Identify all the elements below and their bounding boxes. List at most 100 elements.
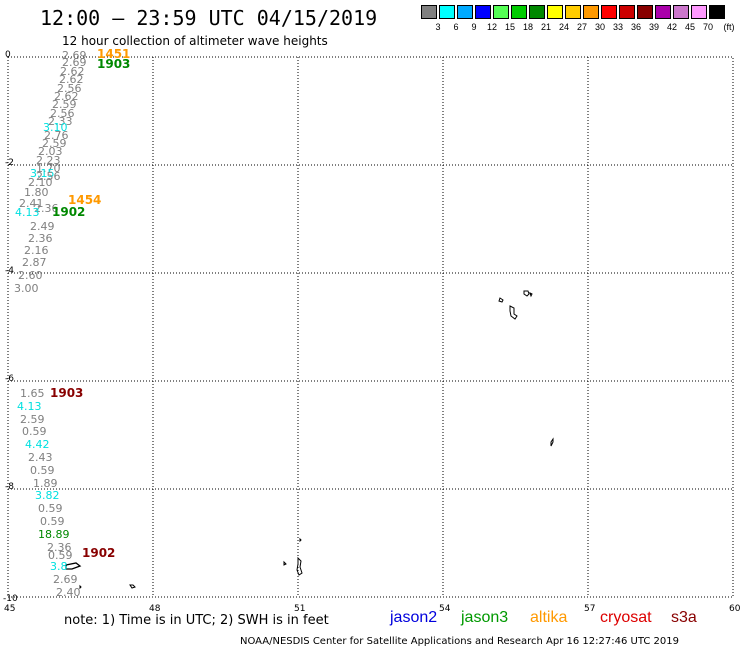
- scale-swatch: [691, 5, 707, 19]
- legend-jason3: jason3: [461, 609, 509, 626]
- y-tick-label: -6: [5, 374, 14, 384]
- wave-height-label: 4.13: [15, 206, 40, 219]
- island-outlines: [65, 290, 554, 590]
- scale-label: 33: [612, 22, 623, 32]
- wave-height-label: 2.62: [54, 90, 79, 103]
- scale-swatch: [601, 5, 617, 19]
- island-outline: [129, 584, 136, 589]
- wave-height-label: 2.87: [22, 256, 47, 269]
- x-tick-label: 57: [584, 604, 595, 614]
- scale-label: 15: [504, 22, 515, 32]
- scale-label: 24: [558, 22, 569, 32]
- wave-height-label: 0.59: [48, 549, 73, 562]
- wave-height-label: 0.59: [40, 515, 65, 528]
- scale-label: 9: [471, 22, 477, 32]
- wave-height-label: 0.59: [22, 425, 47, 438]
- x-tick-label: 45: [4, 604, 15, 614]
- wave-height-label: 4.13: [17, 400, 42, 413]
- wave-height-label: 2.62: [60, 65, 85, 78]
- scale-label: 70: [702, 22, 713, 32]
- footer-note: note: 1) Time is in UTC; 2) SWH is in fe…: [64, 613, 329, 628]
- scale-swatch: [475, 5, 491, 19]
- island-outline: [550, 437, 554, 447]
- wave-height-label: 18.89: [38, 528, 70, 541]
- scale-swatch: [673, 5, 689, 19]
- time-label: 1454: [68, 193, 101, 207]
- wave-height-label: 2.69: [53, 573, 78, 586]
- scale-label: 36: [630, 22, 641, 32]
- scale-swatch: [709, 5, 725, 19]
- page-title: 12:00 — 23:59 UTC 04/15/2019: [40, 6, 378, 30]
- wave-height-label: 3.00: [14, 282, 39, 295]
- island-outline: [296, 556, 303, 576]
- color-scale: 3 6 9 12 15 18 21 24 27 30 33 36 39 42 45 70 (ft): [421, 5, 735, 35]
- y-tick-label: -8: [5, 482, 14, 492]
- x-tick-label: 54: [439, 604, 451, 614]
- wave-height-label: 1.70: [36, 162, 61, 175]
- scale-label: 42: [666, 22, 677, 32]
- wave-height-label: 2.56: [36, 170, 61, 183]
- island-outline: [523, 290, 530, 297]
- scale-swatch: [511, 5, 527, 19]
- x-tick-label: 60: [729, 604, 740, 614]
- legend-cryosat: cryosat: [600, 609, 652, 626]
- island-outline: [498, 297, 504, 303]
- scale-label: 45: [684, 22, 695, 32]
- scale-swatch: [547, 5, 563, 19]
- scale-swatch: [583, 5, 599, 19]
- island-outline: [79, 584, 82, 590]
- scale-label: 12: [486, 22, 497, 32]
- wave-height-label: 2.69: [62, 49, 87, 62]
- wave-height-label: 2.23: [36, 154, 61, 167]
- legend-altika: altika: [530, 609, 568, 626]
- wave-height-label: 1.89: [33, 477, 58, 490]
- map-grid: [7, 56, 734, 598]
- wave-height-label: 0.59: [38, 502, 63, 515]
- wave-height-label: 2.76: [44, 129, 69, 142]
- wave-height-label: 2.36: [34, 202, 59, 215]
- scale-swatch: [457, 5, 473, 19]
- footer-credit: NOAA/NESDIS Center for Satellite Applica…: [240, 636, 679, 647]
- scale-label: 21: [540, 22, 551, 32]
- wave-height-label: 2.41: [19, 197, 44, 210]
- wave-height-label: 2.36: [28, 232, 53, 245]
- wave-height-label: 4.42: [25, 438, 50, 451]
- wave-height-label: 2.36: [47, 541, 72, 554]
- island-outline: [65, 562, 82, 570]
- wave-height-label: 2.59: [42, 137, 67, 150]
- time-label: 1451: [97, 47, 130, 61]
- time-label: 1902: [52, 205, 85, 219]
- wave-height-label: 2.03: [38, 145, 63, 158]
- y-tick-label: -10: [3, 594, 18, 604]
- scale-label: 18: [522, 22, 533, 32]
- y-tick-label: -4: [5, 266, 14, 276]
- island-outline: [509, 305, 518, 320]
- scale-label: 27: [576, 22, 587, 32]
- wave-height-label: 2.40: [56, 586, 81, 599]
- wave-height-label: 1.65: [20, 387, 45, 400]
- island-outline: [283, 560, 287, 566]
- wave-height-label: 2.33: [48, 115, 73, 128]
- scale-label: 39: [648, 22, 659, 32]
- wave-height-label: 2.49: [30, 220, 55, 233]
- wave-height-label: 2.16: [24, 244, 49, 257]
- wave-height-label: 3.10: [43, 121, 68, 134]
- wave-height-label: 2.62: [59, 73, 84, 86]
- wave-height-label: 2.56: [57, 82, 82, 95]
- scale-swatch: [565, 5, 581, 19]
- wave-height-label: 2.60: [18, 269, 43, 282]
- scale-swatch: [619, 5, 635, 19]
- scale-swatch: [637, 5, 653, 19]
- page-subtitle: 12 hour collection of altimeter wave hei…: [62, 34, 328, 48]
- time-label: 1902: [82, 546, 115, 560]
- wave-height-label: 3.82: [35, 489, 60, 502]
- island-outline: [299, 537, 302, 543]
- wave-height-label: 2.69: [62, 56, 87, 69]
- scale-swatch: [439, 5, 455, 19]
- wave-height-label: 0.59: [30, 464, 55, 477]
- wave-height-label: 3.15: [30, 167, 55, 180]
- island-outline: [529, 292, 533, 298]
- wave-height-label: 3.8: [50, 560, 68, 573]
